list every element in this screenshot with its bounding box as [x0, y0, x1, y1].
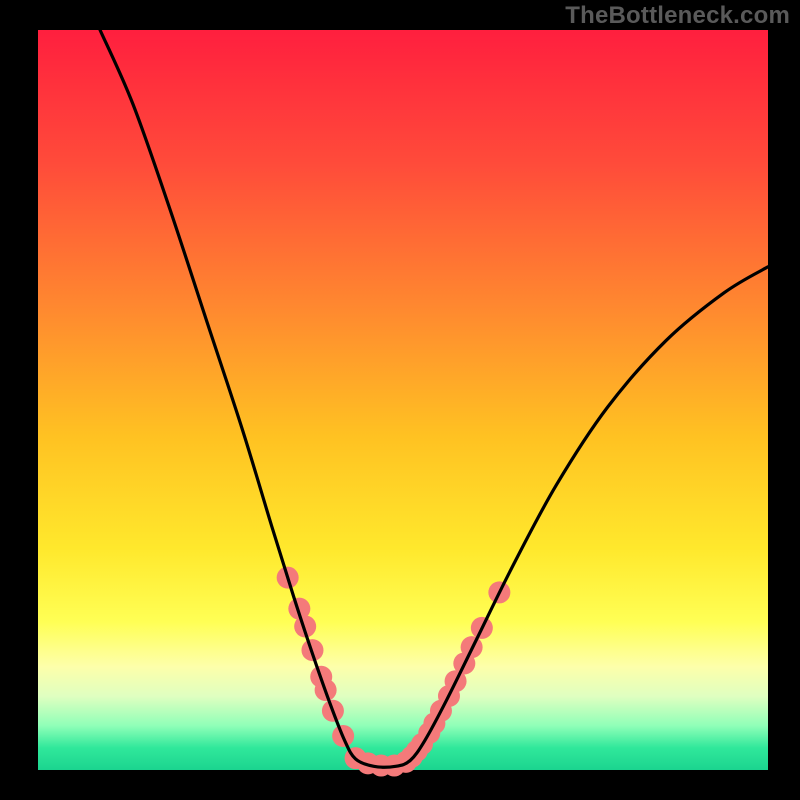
chart-stage: TheBottleneck.com: [0, 0, 800, 800]
watermark-text: TheBottleneck.com: [565, 2, 790, 30]
chart-svg: [0, 0, 800, 800]
